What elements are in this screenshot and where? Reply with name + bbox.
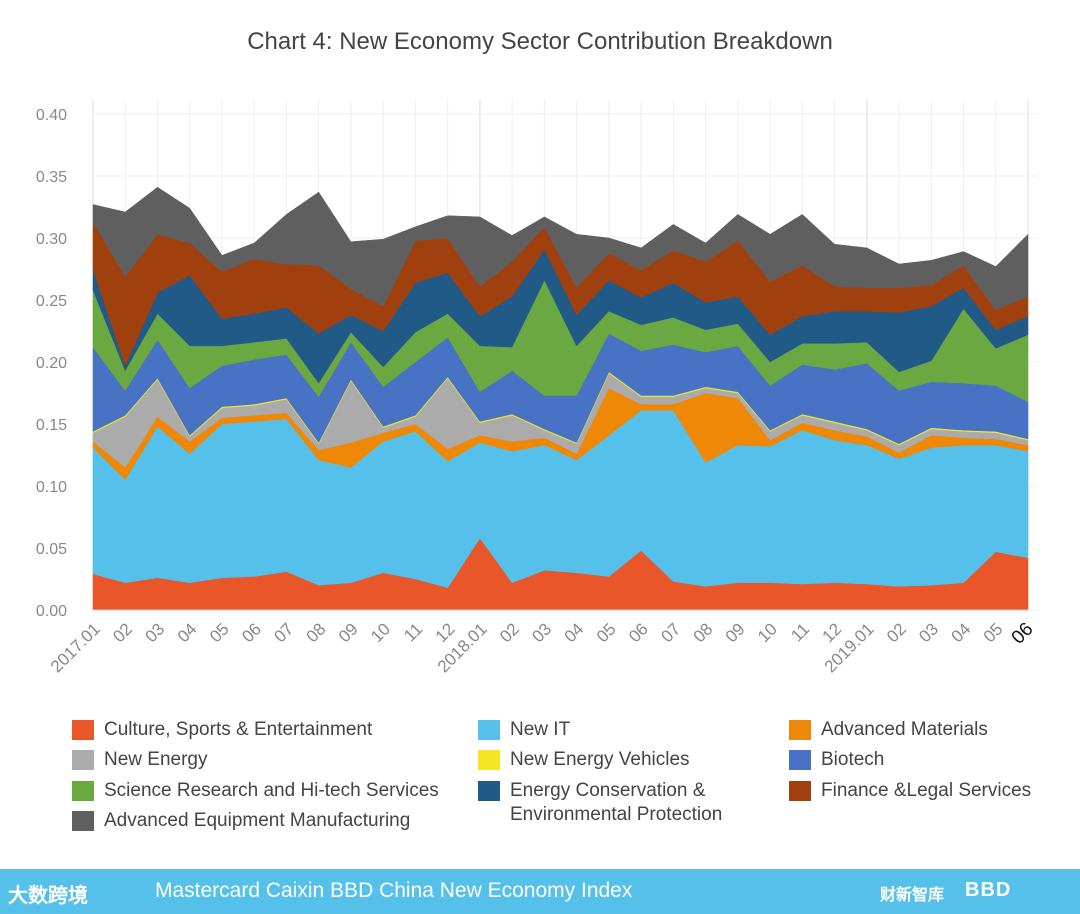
x-tick-label: 09 <box>722 619 749 646</box>
x-tick-label: 04 <box>948 619 975 646</box>
legend-swatch <box>72 750 94 770</box>
legend-swatch <box>478 750 500 770</box>
legend-item-finance-legal: Finance &Legal Services <box>789 779 1031 803</box>
x-tick-label: 05 <box>593 619 620 646</box>
legend-label: New Energy Vehicles <box>510 749 690 770</box>
x-tick-label: 04 <box>561 619 588 646</box>
legend-item-new-energy: New Energy <box>72 748 208 772</box>
legend-label: Culture, Sports & Entertainment <box>104 719 373 740</box>
x-tick-label: 11 <box>787 619 813 645</box>
logo-bbd: BBD <box>965 879 1012 901</box>
legend-label: Finance &Legal Services <box>821 780 1032 801</box>
legend-item-new-it: New IT <box>478 718 570 742</box>
x-tick-label: 02 <box>496 619 523 646</box>
y-tick-label: 0.05 <box>36 541 67 558</box>
stacked-area-chart: 0.00 0.05 0.10 0.15 0.20 0.25 0.30 0.35 0.40 2017… <box>36 100 1038 676</box>
y-tick-label: 0.20 <box>36 355 67 372</box>
legend-swatch <box>789 750 811 770</box>
x-tick-label: 10 <box>754 619 781 646</box>
legend-label: Advanced Materials <box>821 719 988 740</box>
legend-label: New IT <box>510 719 571 740</box>
y-tick-label: 0.25 <box>36 293 67 310</box>
x-tick-label: 08 <box>690 619 717 646</box>
legend-swatch <box>789 781 811 801</box>
x-tick-label: 11 <box>400 619 426 645</box>
x-tick-label: 02 <box>883 619 910 646</box>
legend-item-energy-conservation: Energy Conservation & Environmental Prot… <box>478 779 722 827</box>
legend-swatch <box>478 720 500 740</box>
y-tick-label: 0.40 <box>36 107 67 124</box>
footer-banner: 大数跨境 Mastercard Caixin BBD China New Eco… <box>0 869 1080 914</box>
legend-label: New Energy <box>104 749 208 770</box>
y-tick-label: 0.30 <box>36 231 67 248</box>
legend-item-advanced-materials: Advanced Materials <box>789 718 988 742</box>
x-tick-label: 02 <box>109 619 136 646</box>
x-tick-label: 03 <box>915 619 942 646</box>
legend-label-line2: Environmental Protection <box>510 804 723 825</box>
legend-swatch <box>72 720 94 740</box>
legend-label: Biotech <box>821 749 885 770</box>
x-tick-label: 08 <box>303 619 330 646</box>
x-tick-label: 07 <box>270 619 297 646</box>
legend-swatch <box>72 781 94 801</box>
y-tick-label: 0.15 <box>36 417 67 434</box>
x-tick-label: 09 <box>335 619 362 646</box>
y-tick-label: 0.10 <box>36 479 67 496</box>
legend-item-culture: Culture, Sports & Entertainment <box>72 718 372 742</box>
legend-item-new-energy-vehicles: New Energy Vehicles <box>478 748 690 772</box>
x-tick-label: 07 <box>657 619 684 646</box>
logo-dashujuajing: 大数跨境 <box>8 885 88 907</box>
legend-item-science-research: Science Research and Hi-tech Services <box>72 779 439 803</box>
legend-label: Advanced Equipment Manufacturing <box>104 810 411 831</box>
legend-swatch <box>72 811 94 831</box>
x-tick-label: 06 <box>625 619 652 646</box>
y-tick-label: 0.00 <box>36 603 67 620</box>
legend-swatch <box>789 720 811 740</box>
logo-caixin-insight: 财新智库 <box>880 887 945 904</box>
legend-label: Science Research and Hi-tech Services <box>104 780 439 801</box>
y-tick-label: 0.35 <box>36 169 67 186</box>
area-series-9 <box>92 186 1029 311</box>
legend-item-biotech: Biotech <box>789 748 884 772</box>
legend-swatch <box>478 781 500 801</box>
x-tick-label: 04 <box>174 619 201 646</box>
x-tick-label: 06 <box>238 619 265 646</box>
legend-item-advanced-equipment: Advanced Equipment Manufacturing <box>72 809 410 833</box>
x-tick-label: 05 <box>206 619 233 646</box>
x-tick-label: 03 <box>141 619 168 646</box>
x-tick-label: 06 <box>1008 619 1038 649</box>
x-tick-label: 2017.01 <box>47 619 104 676</box>
x-tick-label: 10 <box>367 619 394 646</box>
footer-title: Mastercard Caixin BBD China New Economy … <box>155 879 633 902</box>
chart-title: Chart 4: New Economy Sector Contribution… <box>247 28 833 55</box>
legend-label: Energy Conservation & <box>510 780 706 801</box>
x-tick-label: 05 <box>980 619 1007 646</box>
x-tick-label: 03 <box>528 619 555 646</box>
